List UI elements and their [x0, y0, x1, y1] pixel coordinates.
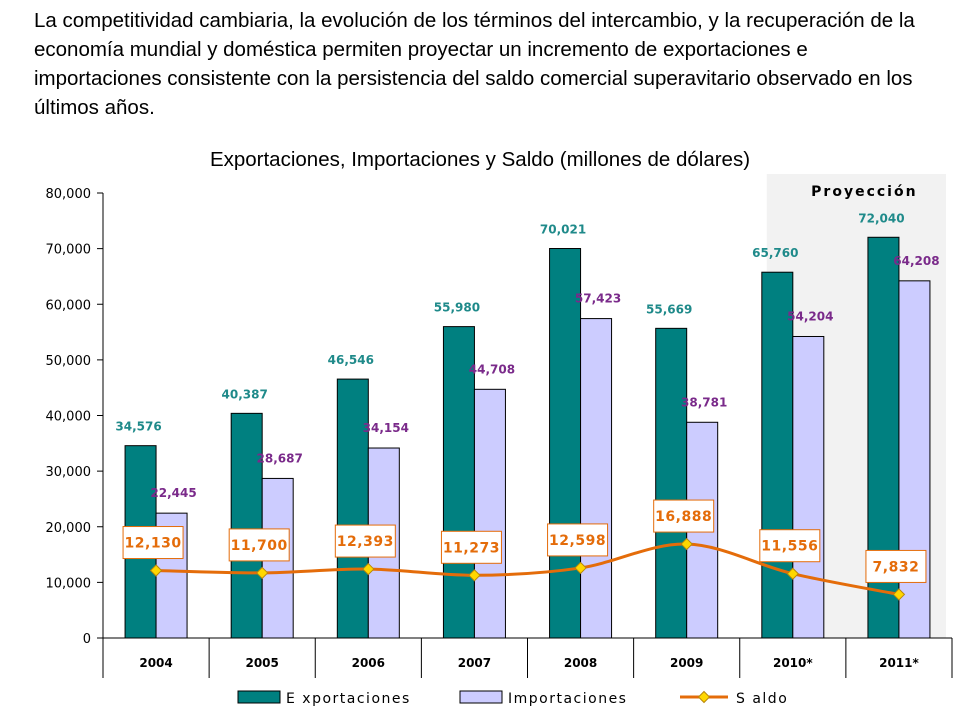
data-labels: 34,576 22,445 12,130 40,387 28,687 11,700 46,5…	[115, 211, 940, 583]
saldo-data-label: 7,832	[873, 559, 920, 575]
saldo-data-label: 12,598	[549, 533, 606, 549]
y-tick-label: 10,000	[46, 576, 92, 591]
saldo-marker-2010*	[786, 567, 800, 580]
x-tick-label: 2005	[245, 656, 278, 670]
saldo-label-box	[334, 524, 396, 558]
saldo-marker-2009	[680, 537, 693, 551]
x-tick-label: 2007	[458, 656, 491, 670]
legend: E xportaciones Importaciones S aldo	[237, 690, 788, 707]
x-tick-label: 2011*	[879, 656, 919, 670]
x-tick-label: 2009	[670, 656, 703, 670]
import-data-label: 57,423	[575, 292, 621, 306]
export-bar-2007	[442, 326, 475, 639]
y-tick-label: 60,000	[46, 298, 92, 313]
y-tick-label: 0	[83, 632, 91, 647]
y-tick-label: 40,000	[46, 410, 92, 425]
intro-paragraph: La competitividad cambiaria, la evolució…	[34, 9, 915, 119]
export-bar-2009	[655, 327, 688, 639]
saldo-label-box	[228, 528, 290, 562]
export-data-label: 55,669	[646, 302, 692, 316]
projection-label: Proyección	[811, 184, 917, 200]
export-data-label: 46,546	[328, 353, 374, 367]
saldo-data-label: 11,273	[443, 540, 500, 556]
saldo-data-label: 11,700	[231, 538, 288, 554]
saldo-data-label: 12,393	[337, 534, 394, 550]
import-data-label: 44,708	[469, 362, 515, 376]
y-axis: 0 10,000 20,000 30,000 40,000 50,000 60,000 70,…	[46, 187, 104, 647]
saldo-label-box	[122, 526, 184, 560]
export-bar-2005	[230, 412, 263, 639]
x-tick-label: 2004	[139, 656, 172, 670]
saldo-marker-2008	[574, 561, 587, 575]
export-data-label: 40,387	[222, 387, 268, 401]
export-bar-2008	[549, 248, 582, 639]
saldo-data-label: 16,888	[655, 509, 712, 525]
saldo-label-box	[547, 523, 609, 557]
export-data-label: 55,980	[434, 301, 480, 315]
legend-label-2: S aldo	[736, 691, 788, 707]
export-data-label: 34,576	[115, 420, 161, 434]
export-data-label: 65,760	[752, 246, 798, 260]
export-bar-2010*	[761, 271, 794, 639]
legend-label-0: E xportaciones	[286, 691, 411, 707]
saldo-label-box	[759, 529, 821, 563]
legend-swatch-1	[459, 690, 503, 704]
x-tick-label: 2006	[352, 656, 385, 670]
import-data-label: 38,781	[681, 395, 727, 409]
saldo-label-box	[653, 499, 715, 533]
chart-title: Exportaciones, Importaciones y Saldo (mi…	[209, 148, 751, 171]
y-tick-label: 70,000	[46, 243, 92, 258]
saldo-marker-2006	[362, 562, 375, 576]
import-data-label: 64,208	[893, 254, 939, 268]
legend-swatch-marker	[697, 690, 711, 704]
import-bar-2007	[473, 388, 506, 639]
export-data-label: 70,021	[540, 223, 586, 237]
saldo-marker-2007	[468, 569, 481, 582]
saldo-marker-2004	[149, 564, 163, 577]
x-axis: 2004 2005 2006 2007 2008 2009 2010* 2011*	[102, 637, 953, 678]
saldo-data-label: 11,556	[761, 539, 818, 555]
import-bar-2011*	[898, 280, 931, 639]
import-data-label: 34,154	[363, 421, 409, 435]
saldo-label-box	[865, 549, 927, 583]
import-data-label: 54,204	[787, 309, 833, 323]
saldo-marker-2005	[255, 566, 269, 580]
y-tick-label: 80,000	[46, 187, 92, 202]
x-tick-label: 2010*	[773, 656, 813, 670]
legend-swatch-0	[237, 690, 281, 704]
saldo-line	[149, 537, 906, 601]
legend-label-1: Importaciones	[508, 691, 627, 707]
import-data-label: 28,687	[257, 451, 303, 465]
saldo-label-box	[440, 530, 502, 564]
y-tick-label: 50,000	[46, 354, 92, 369]
saldo-marker-2011*	[892, 588, 906, 601]
import-bar-2010*	[792, 335, 825, 639]
import-data-label: 22,445	[150, 486, 196, 500]
y-tick-label: 20,000	[46, 521, 92, 536]
import-bar-2008	[580, 318, 613, 639]
saldo-line-path	[156, 542, 900, 596]
export-data-label: 72,040	[858, 211, 904, 225]
export-bar-2006	[336, 378, 369, 639]
saldo-data-label: 12,130	[125, 536, 182, 552]
x-tick-label: 2008	[564, 656, 597, 670]
y-tick-label: 30,000	[46, 465, 92, 480]
